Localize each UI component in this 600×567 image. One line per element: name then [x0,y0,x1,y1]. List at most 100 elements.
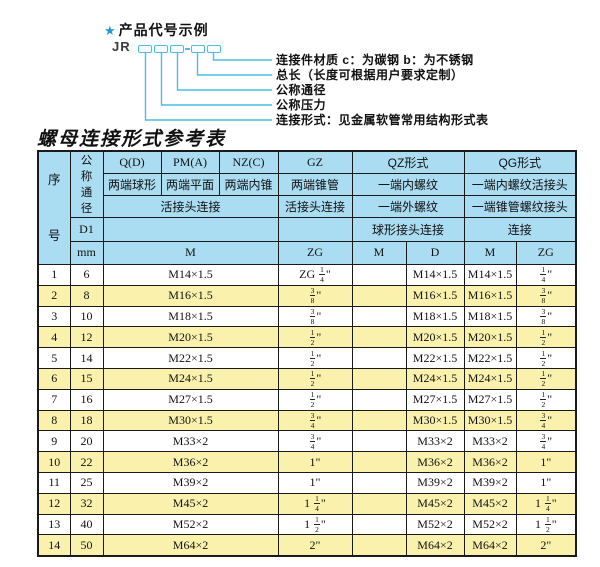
cell-qg-zg: 1 1 2 " [515,513,577,536]
cell-qz-d: M30×1.5 [405,409,465,432]
cell-qz-m [351,305,407,328]
cell-gz: ZG 1 4 " [277,264,353,286]
header-m: M [102,240,279,266]
cell-qg-m: M33×2 [463,430,517,453]
cell-qg-m: M52×2 [463,513,517,536]
cell-qg-m: M18×1.5 [463,305,517,328]
cell-qz-m [351,367,407,390]
cell-seq: 8 [37,409,71,432]
cell-qg-zg: 1" [515,471,577,494]
cell-qg-m: M39×2 [463,471,517,494]
cell-qz-m [351,492,407,515]
cell-seq: 3 [37,305,71,328]
connector-lines [144,53,272,121]
cell-qg-m: M20×1.5 [463,326,517,349]
cell-qz-m [351,264,407,286]
diagram-label-material: 连接件材质 c：为碳钢 b：为不锈钢 [276,53,474,67]
code-dash [185,48,190,50]
table-row: 13 40 M52×2 1 1 2 " M52×2 M52×2 1 1 2 " [37,513,577,536]
col-header-pm: PM(A) [160,150,220,174]
col-subheader-nz: 两端内锥 [218,172,279,197]
header-d1: D1 [69,217,104,242]
cell-gz: 1" [277,451,353,473]
cell-m: M45×2 [102,492,279,515]
cell-m: M33×2 [102,430,279,453]
reference-table: 序号 公称通径 Q(D) PM(A) NZ(C) GZ QZ形式 QG形式 两端… [37,150,578,557]
cell-qg-m: M24×1.5 [463,367,517,390]
header-union-gz: 活接头连接 [277,195,353,219]
cell-seq: 7 [37,388,71,411]
code-prefix: JR [112,39,131,54]
cell-dn: 10 [69,305,104,328]
cell-dn: 50 [69,534,104,557]
cell-qg-zg: 3 4 " [515,409,577,432]
cell-gz: 1 1 4 " [277,492,353,515]
cell-qz-m [351,388,407,411]
cell-qg-m: M45×2 [463,492,517,515]
cell-qz-d: M20×1.5 [405,326,465,349]
cell-qz-m [351,534,407,557]
table-row: 4 12 M20×1.5 1 2 " M20×1.5 M20×1.5 1 2 " [37,326,577,349]
table-row: 11 25 M39×2 1" M39×2 M39×2 1" [37,471,577,494]
cell-dn: 8 [69,284,104,307]
cell-qz-d: M18×1.5 [405,305,465,328]
cell-qz-d: M14×1.5 [405,264,465,286]
cell-seq: 9 [37,430,71,453]
header-qz-d: D [405,240,465,266]
col-subheader-q: 两端球形 [102,172,162,197]
cell-gz: 3 4 " [277,430,353,453]
cell-dn: 20 [69,430,104,453]
code-box-4 [191,45,205,53]
cell-m: M16×1.5 [102,284,279,307]
table-title: 螺母连接形式参考表 [37,129,227,150]
cell-qg-zg: 3 4 " [515,430,577,453]
cell-qg-m: M22×1.5 [463,347,517,369]
diagram-label-length: 总长（长度可根据用户要求定制） [276,68,464,82]
cell-dn: 15 [69,367,104,390]
col-header-qz: QZ形式 [351,150,465,174]
cell-qg-zg: 3 8 " [515,284,577,307]
header-qg-m: M [463,240,517,266]
table-row: 2 8 M16×1.5 3 8 " M16×1.5 M16×1.5 3 8 " [37,284,577,307]
cell-qz-d: M22×1.5 [405,347,465,369]
diagram-label-pressure: 公称压力 [276,98,327,112]
cell-m: M36×2 [102,451,279,473]
cell-qg-zg: 1 1 4 " [515,492,577,515]
table-row: 14 50 M64×2 2" M64×2 M64×2 2" [37,534,577,557]
header-mm: mm [69,240,104,266]
code-box-2 [154,45,168,53]
cell-qz-d: M64×2 [405,534,465,557]
cell-qz-m [351,451,407,473]
cell-seq: 2 [37,284,71,307]
cell-qg-m: M16×1.5 [463,284,517,307]
cell-qz-d: M52×2 [405,513,465,536]
cell-qz-d: M24×1.5 [405,367,465,390]
cell-seq: 11 [37,471,71,494]
cell-qz-d: M45×2 [405,492,465,515]
cell-qg-m: M27×1.5 [463,388,517,411]
table-row: 3 10 M18×1.5 3 8 " M18×1.5 M18×1.5 3 8 " [37,305,577,328]
cell-qz-m [351,471,407,494]
cell-m: M30×1.5 [102,409,279,432]
cell-m: M64×2 [102,534,279,557]
col-subheader-qg2: 一端锥管螺纹接头 [463,195,577,219]
cell-seq: 4 [37,326,71,349]
cell-qz-m [351,347,407,369]
cell-seq: 13 [37,513,71,536]
col-header-seq: 序号 [37,150,71,265]
cell-gz: 1" [277,471,353,494]
cell-qg-zg: 1 2 " [515,388,577,411]
cell-qg-m: M64×2 [463,534,517,557]
col-header-qg: QG形式 [463,150,577,174]
cell-qz-m [351,430,407,453]
cell-dn: 22 [69,451,104,473]
cell-dn: 32 [69,492,104,515]
cell-qz-m [351,409,407,432]
cell-seq: 1 [37,264,71,286]
cell-m: M14×1.5 [102,264,279,286]
cell-seq: 12 [37,492,71,515]
cell-m: M24×1.5 [102,367,279,390]
cell-m: M18×1.5 [102,305,279,328]
table-row: 8 18 M30×1.5 3 4 " M30×1.5 M30×1.5 3 4 " [37,409,577,432]
cell-gz: 1 2 " [277,367,353,390]
